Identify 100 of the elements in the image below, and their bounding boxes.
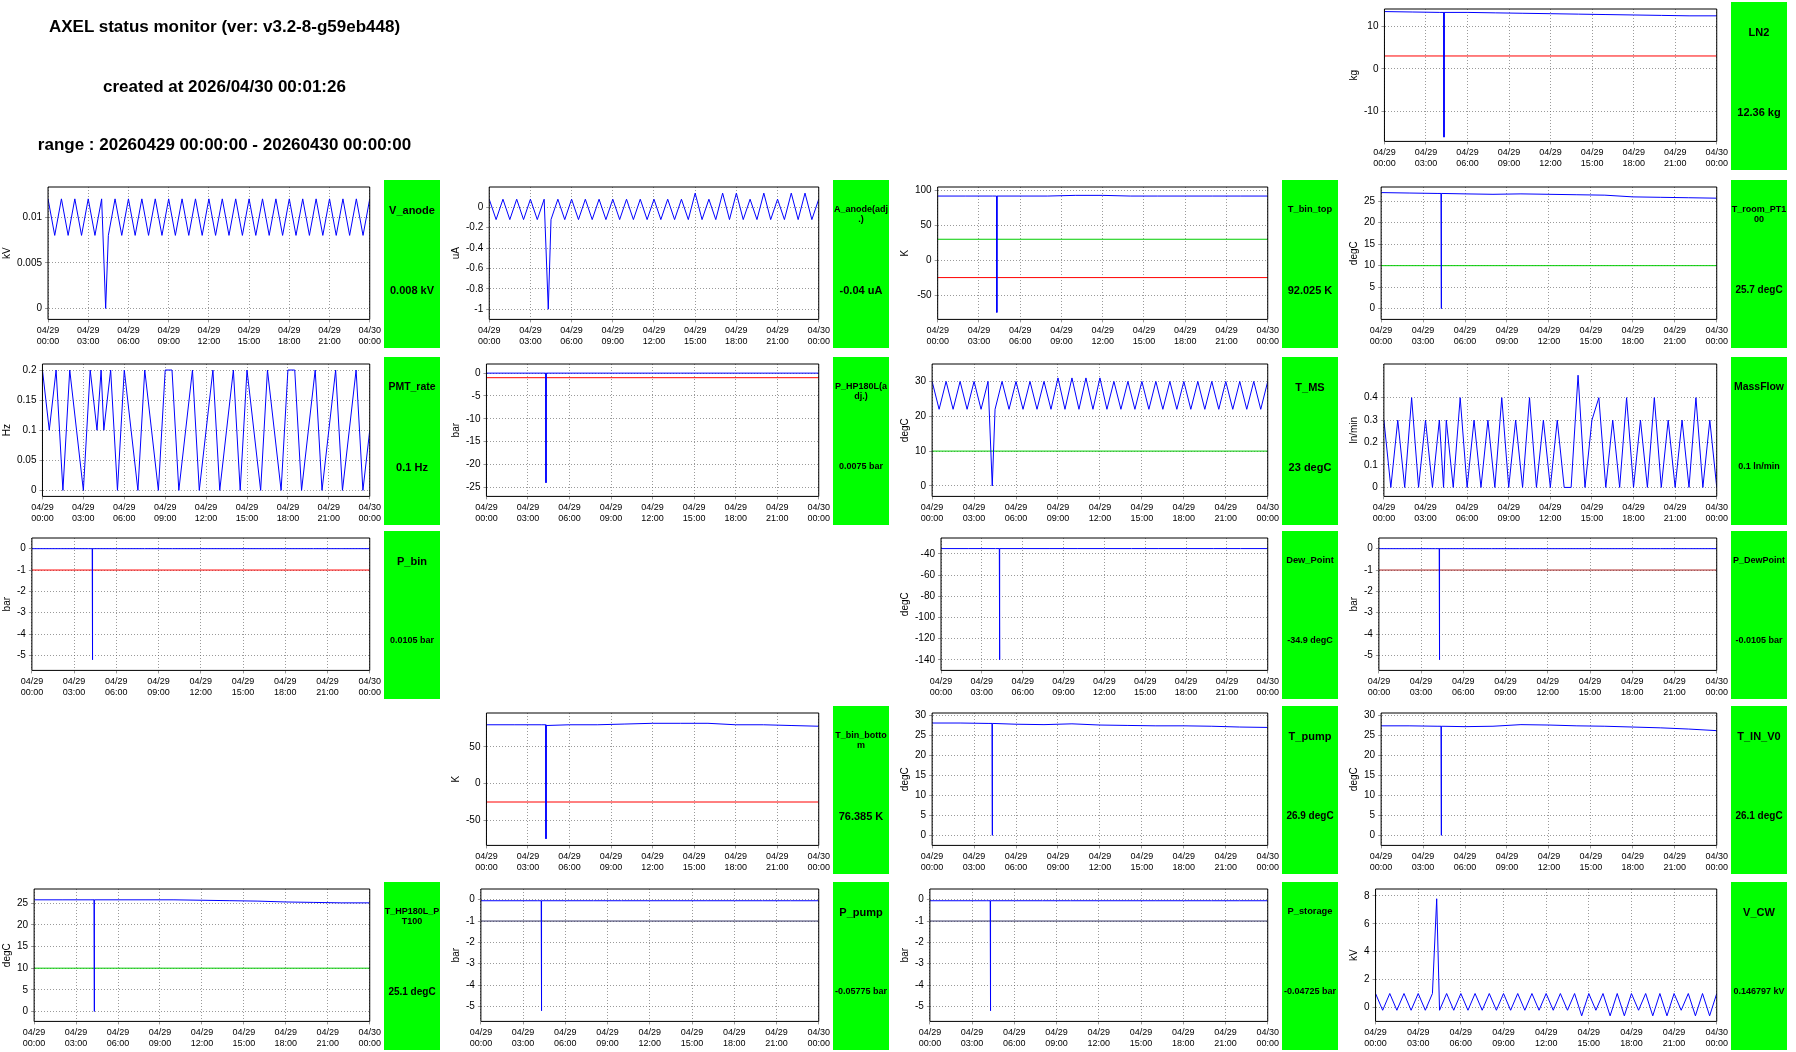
x-tick-label: 04/29 18:00 [724, 851, 747, 873]
y-tick-label: -3 [1363, 606, 1374, 618]
x-tick-label: 04/29 09:00 [596, 1027, 619, 1049]
x-tick-label: 04/29 06:00 [1003, 1027, 1026, 1049]
y-tick-label: 25 [17, 897, 29, 909]
y-tick-label: 15 [17, 940, 29, 952]
x-tick-label: 04/29 00:00 [1373, 147, 1396, 169]
x-tick-label: 04/29 03:00 [511, 1027, 535, 1049]
x-tick-label: 04/29 15:00 [1579, 325, 1603, 347]
y-tick-label: 6 [1364, 917, 1370, 929]
y-tick-label: -5 [16, 649, 27, 661]
x-tick-label: 04/29 00:00 [475, 851, 498, 873]
x-tick-label: 04/29 21:00 [318, 325, 341, 347]
y-tick-label: 0.01 [22, 210, 43, 222]
y-axis-title: degC [1347, 767, 1359, 792]
x-tick-label: 04/30 00:00 [358, 1027, 381, 1049]
x-tick-label: 04/29 06:00 [1453, 851, 1477, 873]
y-tick-label: -15 [466, 435, 481, 447]
x-tick-label: 04/29 15:00 [1130, 502, 1154, 524]
y-tick-label: 0 [920, 829, 927, 841]
y-tick-label: -20 [466, 458, 481, 470]
x-tick-label: 04/29 03:00 [962, 502, 986, 524]
text: T_HP180L_PT100 [384, 906, 440, 927]
x-tick-label: 04/29 18:00 [274, 676, 297, 698]
text: P_storage [1286, 906, 1334, 917]
x-tick-label: 04/30 00:00 [807, 1027, 830, 1049]
x-tick-label: 04/29 00:00 [469, 1027, 493, 1049]
y-tick-label: -80 [920, 590, 936, 602]
y-tick-label: 10 [915, 789, 927, 800]
x-tick-label: 04/29 18:00 [724, 502, 747, 524]
y-tick-label: -4 [914, 978, 925, 990]
y-tick-label: -3 [914, 957, 925, 969]
x-tick-label: 04/29 18:00 [1621, 851, 1645, 873]
y-tick-label: 15 [1364, 768, 1376, 780]
x-tick-label: 04/29 06:00 [1008, 325, 1032, 347]
y-axis-title: degC [898, 767, 910, 792]
y-tick-label: 20 [17, 918, 29, 930]
x-tick-label: 04/29 15:00 [237, 325, 261, 347]
y-tick-label: 15 [915, 768, 927, 780]
y-tick-label: 30 [915, 708, 927, 720]
x-tick-label: 04/29 00:00 [20, 676, 44, 698]
y-tick-label: 4 [1364, 945, 1370, 957]
x-tick-label: 04/29 21:00 [1663, 325, 1687, 347]
y-tick-label: 25 [1364, 194, 1376, 206]
y-tick-label: -0.8 [466, 282, 484, 294]
x-tick-label: 04/29 21:00 [1215, 676, 1239, 698]
text: LN2 [1747, 26, 1771, 39]
x-tick-label: 04/29 21:00 [765, 851, 789, 873]
x-tick-label: 04/29 03:00 [519, 325, 542, 347]
x-tick-label: 04/29 12:00 [1539, 502, 1562, 524]
x-tick-label: 04/29 00:00 [920, 502, 944, 524]
x-tick-label: 04/29 00:00 [1367, 676, 1391, 698]
x-tick-label: 04/30 00:00 [1256, 851, 1279, 873]
text: T_IN_V0 [1736, 730, 1782, 743]
x-tick-label: 04/29 21:00 [1214, 851, 1238, 873]
x-tick-label: 04/30 00:00 [1705, 502, 1728, 524]
x-tick-label: 04/29 00:00 [36, 325, 60, 347]
text: -0.05775 bar [833, 986, 888, 997]
x-tick-label: 04/29 21:00 [1663, 851, 1687, 873]
x-tick-label: 04/29 21:00 [1214, 1027, 1237, 1049]
x-tick-label: 04/29 09:00 [1052, 676, 1075, 698]
y-axis-title: K [898, 249, 910, 257]
y-tick-label: -3 [16, 606, 27, 618]
x-tick-label: 04/30 00:00 [358, 325, 381, 347]
x-tick-label: 04/29 06:00 [554, 1027, 577, 1049]
x-tick-label: 04/29 18:00 [278, 325, 301, 347]
x-tick-label: 04/30 00:00 [1256, 1027, 1279, 1049]
x-tick-label: 04/29 09:00 [1497, 147, 1521, 169]
x-tick-label: 04/29 06:00 [105, 676, 128, 698]
x-tick-label: 04/29 21:00 [766, 325, 789, 347]
y-tick-label: -50 [466, 814, 481, 826]
x-tick-label: 04/29 00:00 [1369, 325, 1393, 347]
x-tick-label: 04/29 12:00 [1536, 676, 1560, 698]
x-tick-label: 04/29 03:00 [1411, 851, 1435, 873]
text: 0.0105 bar [388, 635, 435, 646]
x-tick-label: 04/30 00:00 [1256, 502, 1279, 524]
x-tick-label: 04/29 18:00 [1621, 325, 1645, 347]
text: -34.9 degC [1286, 635, 1334, 646]
x-tick-label: 04/29 18:00 [1621, 676, 1644, 698]
text: 0.1 ln/min [1737, 461, 1781, 472]
x-tick-label: 04/29 15:00 [1130, 851, 1154, 873]
y-tick-label: 0 [926, 253, 933, 265]
x-tick-label: 04/29 09:00 [1050, 325, 1073, 347]
x-tick-label: 04/29 12:00 [1088, 502, 1112, 524]
y-tick-label: 0 [469, 893, 476, 905]
text: 26.9 degC [1285, 810, 1335, 822]
y-tick-label: -0.2 [466, 221, 484, 233]
y-tick-label: -5 [465, 1000, 476, 1012]
x-tick-label: 04/29 03:00 [64, 1027, 88, 1049]
x-tick-label: 04/29 00:00 [920, 851, 944, 873]
y-tick-label: 5 [22, 983, 29, 995]
y-tick-label: 10 [1367, 19, 1379, 31]
x-tick-label: 04/29 12:00 [641, 502, 664, 524]
y-tick-label: 15 [1364, 237, 1376, 249]
y-tick-label: 25 [1364, 728, 1376, 740]
x-tick-label: 04/29 06:00 [560, 325, 583, 347]
x-tick-label: 04/30 00:00 [1705, 676, 1728, 698]
x-tick-label: 04/29 06:00 [113, 502, 136, 524]
x-tick-label: 04/29 09:00 [148, 1027, 172, 1049]
x-tick-label: 04/29 03:00 [970, 676, 994, 698]
